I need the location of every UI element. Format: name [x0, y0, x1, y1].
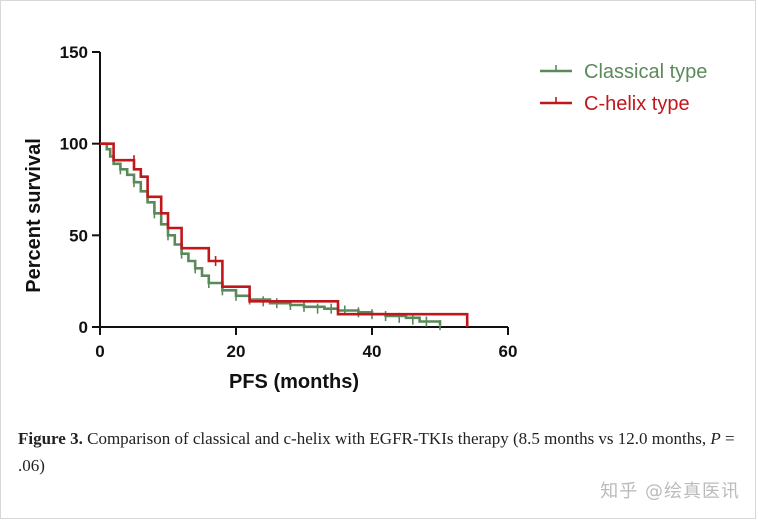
legend-label-classical-type: Classical type [584, 61, 707, 83]
caption-p-value: = .06) [18, 429, 735, 475]
axes [99, 52, 508, 328]
caption-text: Comparison of classical and c-helix with… [87, 429, 707, 448]
x-tick-label: 60 [499, 342, 518, 361]
legend: Classical type C-helix type [540, 61, 707, 115]
caption-p-symbol: P [710, 429, 721, 448]
y-tick-label: 50 [69, 226, 88, 245]
y-axis-label: Percent survival [23, 138, 45, 293]
km-chart: 0 50 100 150 0 20 40 60 PFS (months) Percent su… [23, 43, 707, 393]
legend-label-c-helix-type: C-helix type [584, 93, 690, 115]
x-tick-label: 20 [227, 342, 246, 361]
y-tick-label: 100 [60, 135, 88, 154]
series-layer [100, 142, 469, 331]
x-axis-label: PFS (months) [229, 371, 359, 393]
c-helix-type-curve [100, 142, 469, 327]
ticks: 0 50 100 150 0 20 40 60 [60, 43, 518, 361]
x-tick-label: 40 [363, 342, 382, 361]
caption-label: Figure 3. [18, 429, 83, 448]
figure-caption: Figure 3. Comparison of classical and c-… [18, 425, 748, 479]
y-tick-label: 0 [79, 318, 88, 337]
y-tick-label: 150 [60, 43, 88, 62]
x-tick-label: 0 [95, 342, 104, 361]
classical-type-curve [100, 142, 442, 326]
watermark: 知乎 @绘真医讯 [600, 481, 740, 502]
